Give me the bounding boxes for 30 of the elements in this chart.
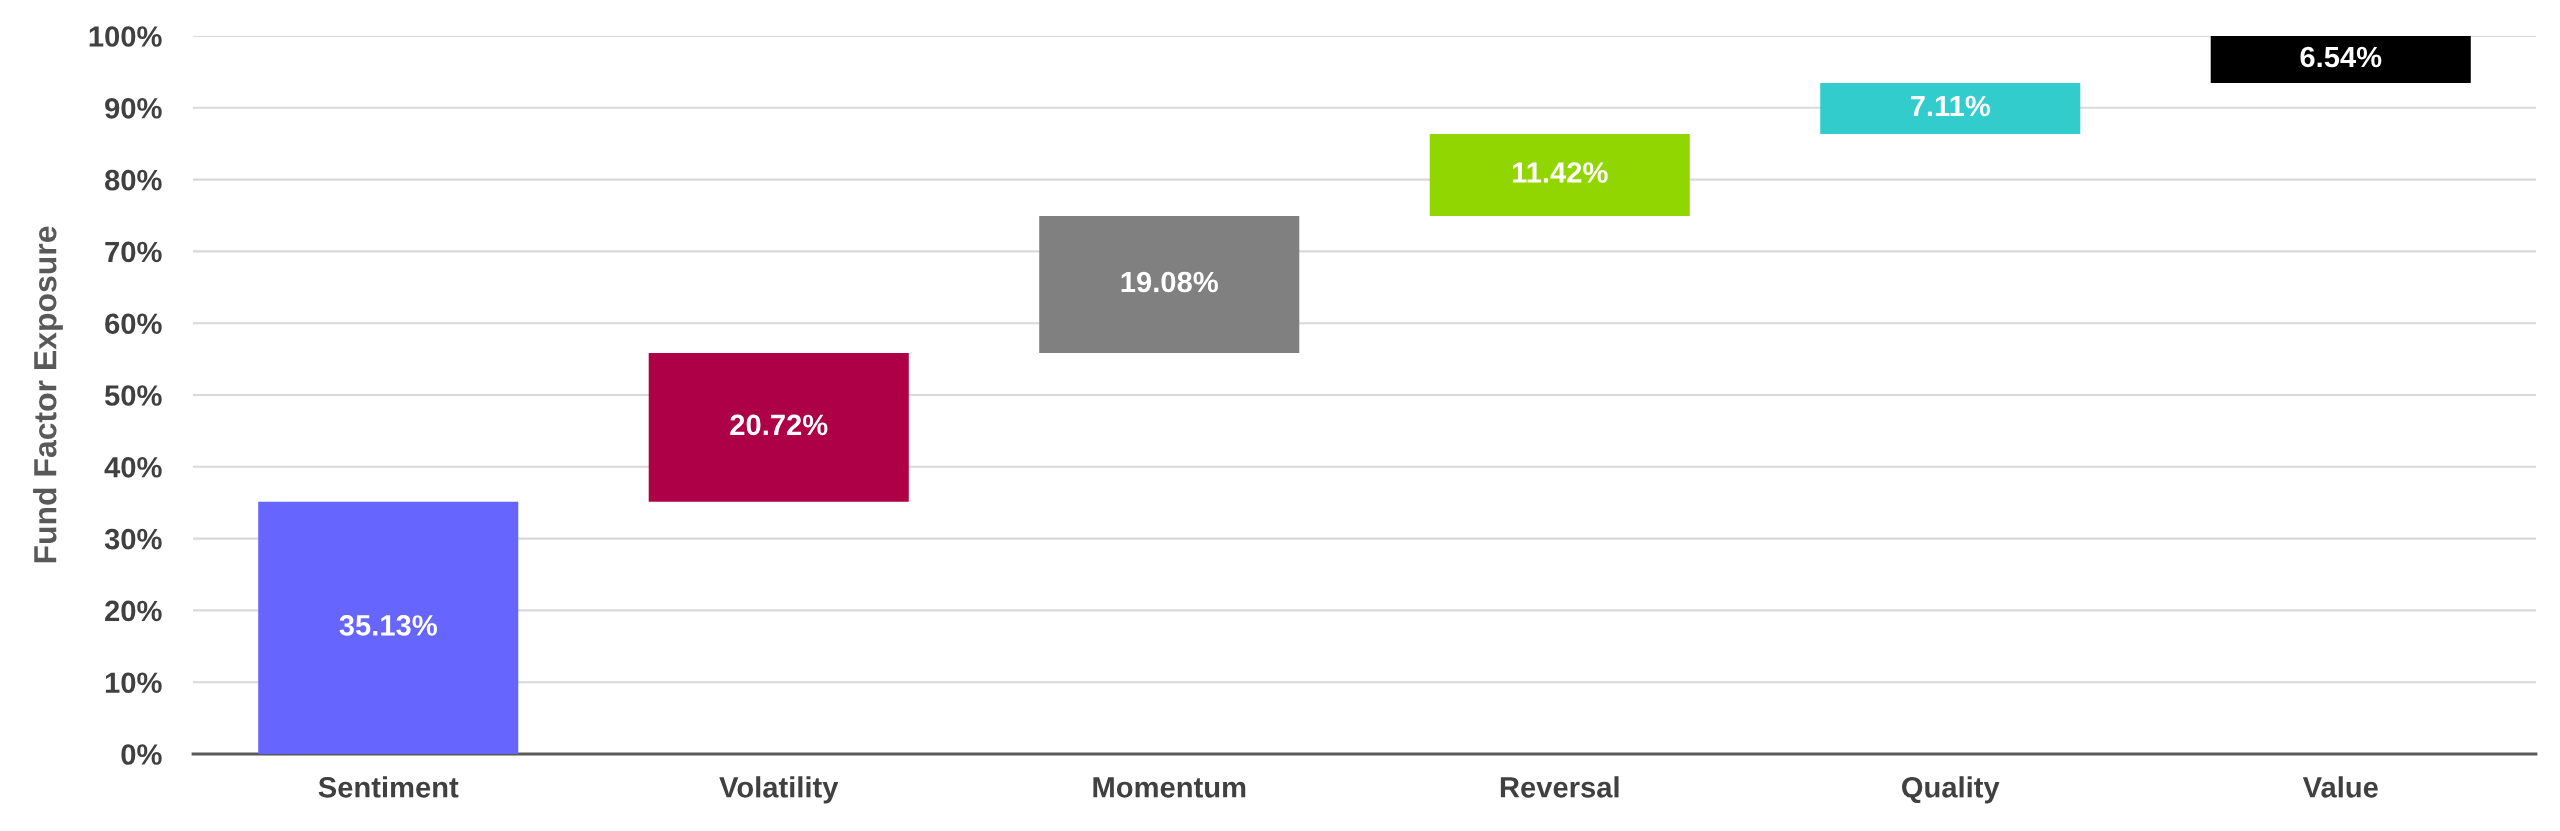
y-axis-title: Fund Factor Exposure bbox=[33, 226, 63, 563]
y-tick-label: 40% bbox=[104, 457, 162, 478]
y-tick-label: 20% bbox=[105, 600, 162, 622]
bar bbox=[1039, 216, 1300, 353]
y-tick-label: 70% bbox=[105, 241, 162, 263]
data-label: 7.11% bbox=[1910, 95, 1991, 117]
y-tick-label: 100% bbox=[89, 26, 162, 47]
data-label: 6.54% bbox=[2300, 46, 2382, 68]
bar bbox=[1820, 82, 2081, 135]
x-tick-label: Volatility bbox=[719, 776, 839, 804]
data-label: 20.72% bbox=[730, 414, 828, 436]
x-tick-label: Value bbox=[2302, 776, 2378, 798]
y-tick-label: 30% bbox=[104, 528, 162, 550]
data-label: 11.42% bbox=[1512, 162, 1608, 183]
bar bbox=[648, 353, 909, 502]
y-tick-label: 10% bbox=[105, 672, 162, 694]
bar bbox=[258, 501, 519, 754]
data-label: 19.08% bbox=[1121, 271, 1218, 293]
bar bbox=[2210, 36, 2471, 83]
y-tick-label: 0% bbox=[121, 744, 162, 765]
x-tick-label: Sentiment bbox=[318, 776, 459, 798]
y-tick-label: 50% bbox=[104, 385, 162, 406]
data-label: 35.13% bbox=[339, 615, 437, 636]
x-tick-label: Reversal bbox=[1500, 776, 1619, 798]
x-tick-label: Quality bbox=[1902, 776, 2000, 804]
x-tick-label: Momentum bbox=[1093, 777, 1246, 798]
y-tick-label: 90% bbox=[105, 98, 162, 119]
y-tick-label: 60% bbox=[105, 313, 162, 335]
bar bbox=[1429, 134, 1690, 216]
y-tick-label: 80% bbox=[105, 169, 162, 191]
